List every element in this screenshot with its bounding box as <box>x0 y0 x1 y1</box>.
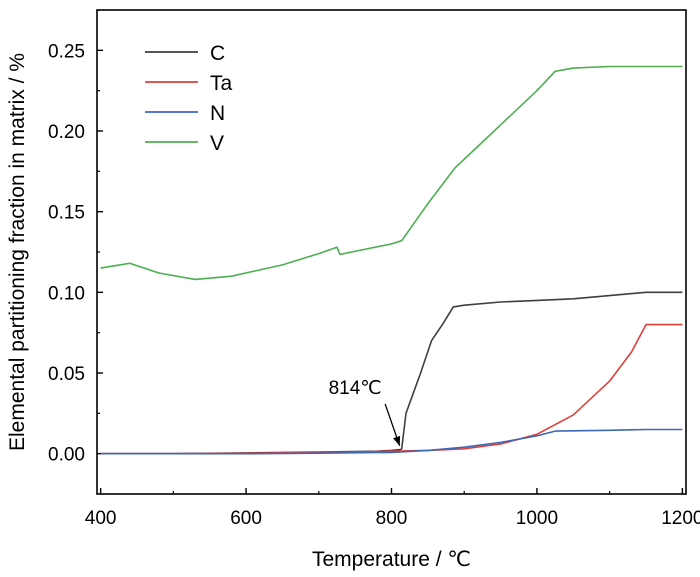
legend-label-c: C <box>210 42 225 65</box>
y-tick-label: 0.20 <box>48 122 85 143</box>
legend: C Ta NV <box>145 42 233 155</box>
legend-label-v: V <box>210 132 224 155</box>
x-axis: 400 600 800 1000 1200 <box>85 488 700 529</box>
series-line-c <box>100 291 683 455</box>
x-tick-label: 600 <box>230 508 262 529</box>
y-tick-label: 0.05 <box>48 364 85 385</box>
series-line-n <box>100 428 683 455</box>
annotation-arrow-head <box>393 435 401 446</box>
series-layer <box>100 65 683 455</box>
y-tick-label: 0.10 <box>48 283 85 304</box>
x-tick-label: 1200 <box>661 508 700 529</box>
x-tick-label: 400 <box>85 508 117 529</box>
y-axis-title: Elemental partitioning fraction in matri… <box>6 53 29 451</box>
series-line-v <box>100 65 683 281</box>
annotation-layer: 814℃ <box>329 378 401 447</box>
x-tick-label: 800 <box>376 508 408 529</box>
legend-label-ta: Ta <box>210 72 233 95</box>
annotation-label: 814℃ <box>329 378 382 399</box>
y-tick-label: 0.00 <box>48 445 85 466</box>
y-tick-label: 0.25 <box>48 41 85 62</box>
y-tick-label: 0.15 <box>48 203 85 224</box>
legend-label-n: N <box>210 102 225 125</box>
y-axis: 0.00 0.05 0.10 0.15 0.20 0.25 <box>48 9 103 466</box>
series-line-ta <box>100 323 683 455</box>
x-tick-label: 1000 <box>516 508 558 529</box>
x-axis-title: Temperature / ℃ <box>312 548 471 571</box>
